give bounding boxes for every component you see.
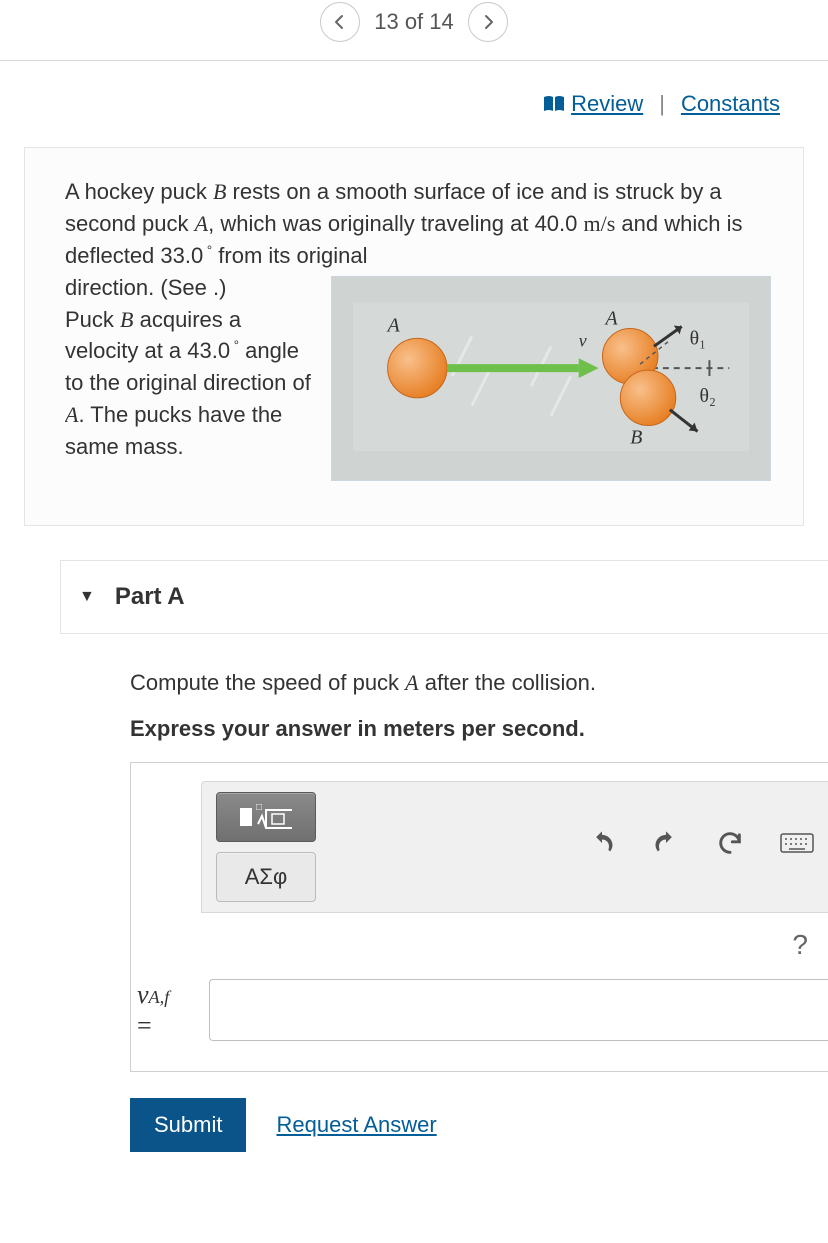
greek-label: ΑΣφ bbox=[245, 864, 288, 890]
figure-label-theta1: θ₁ bbox=[690, 327, 706, 349]
review-link[interactable]: Review bbox=[543, 91, 643, 117]
variable-label: vA,f = bbox=[137, 979, 195, 1041]
svg-text:□: □ bbox=[256, 802, 262, 813]
constants-link[interactable]: Constants bbox=[681, 91, 780, 117]
top-links: Review | Constants bbox=[0, 61, 828, 117]
actions-row: Submit Request Answer bbox=[130, 1098, 828, 1152]
problem-wrap: A v A B θ₁ θ₂ bbox=[65, 272, 771, 487]
redo-icon[interactable] bbox=[652, 829, 680, 864]
reset-icon[interactable] bbox=[716, 829, 744, 864]
answer-input-row: vA,f = bbox=[131, 961, 828, 1071]
prev-button[interactable] bbox=[320, 2, 360, 42]
template-button[interactable]: □ bbox=[216, 792, 316, 842]
figure-label-b: B bbox=[630, 426, 642, 448]
radical-template-icon: □ bbox=[236, 802, 296, 832]
undo-icon[interactable] bbox=[588, 829, 616, 864]
toolbar-actions bbox=[588, 829, 814, 864]
collision-figure: A v A B θ₁ θ₂ bbox=[331, 276, 771, 481]
part-a-body: Compute the speed of puck A after the co… bbox=[130, 670, 828, 1152]
chevron-left-icon bbox=[332, 14, 348, 30]
figure-label-a1: A bbox=[386, 314, 401, 336]
chevron-right-icon bbox=[480, 14, 496, 30]
greek-button[interactable]: ΑΣφ bbox=[216, 852, 316, 902]
review-label: Review bbox=[571, 91, 643, 117]
part-a-header[interactable]: ▼ Part A bbox=[60, 560, 828, 634]
pager: 13 of 14 bbox=[0, 0, 828, 61]
figure-label-theta2: θ₂ bbox=[700, 384, 716, 406]
keyboard-icon[interactable] bbox=[780, 831, 814, 862]
problem-text-line1: A hockey puck B rests on a smooth surfac… bbox=[65, 176, 771, 272]
next-button[interactable] bbox=[468, 2, 508, 42]
part-a-label: Part A bbox=[115, 583, 185, 611]
problem-statement: A hockey puck B rests on a smooth surfac… bbox=[24, 147, 804, 526]
request-answer-link[interactable]: Request Answer bbox=[276, 1112, 436, 1138]
question-text: Compute the speed of puck A after the co… bbox=[130, 670, 828, 696]
figure-label-a2: A bbox=[603, 307, 618, 329]
link-separator: | bbox=[659, 91, 665, 117]
collapse-icon: ▼ bbox=[79, 588, 95, 606]
submit-button[interactable]: Submit bbox=[130, 1098, 246, 1152]
figure-label-v: v bbox=[579, 330, 587, 350]
question-var: A bbox=[405, 670, 418, 695]
answer-input[interactable] bbox=[209, 979, 828, 1041]
book-icon bbox=[543, 95, 565, 113]
answer-area: □ ΑΣφ bbox=[130, 762, 828, 1072]
help-icon[interactable]: ? bbox=[792, 929, 808, 961]
question-prefix: Compute the speed of puck bbox=[130, 670, 405, 695]
equation-toolbar: □ ΑΣφ bbox=[201, 781, 828, 913]
instruction-text: Express your answer in meters per second… bbox=[130, 716, 828, 742]
question-suffix: after the collision. bbox=[419, 670, 596, 695]
pager-label: 13 of 14 bbox=[374, 9, 454, 35]
